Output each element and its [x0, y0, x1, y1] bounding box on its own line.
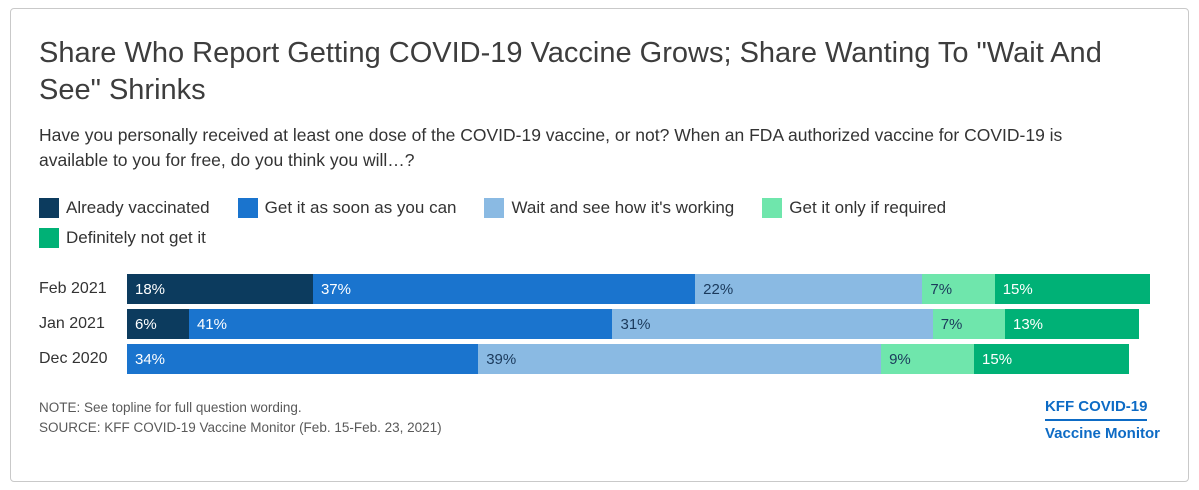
kff-logo-line1: KFF COVID-19 — [1044, 398, 1148, 422]
bar-value-label: 7% — [930, 280, 953, 298]
legend-swatch — [762, 198, 783, 219]
bar-value-label: 15% — [1002, 280, 1033, 298]
bar-row: Dec 2020 34% 39% 9% 15% — [39, 344, 1160, 375]
notes-block: NOTE: See topline for full question word… — [39, 398, 442, 437]
bar-value-label: 34% — [135, 350, 166, 368]
bar-segment: 37% — [312, 274, 696, 305]
legend-item: Definitely not get it — [39, 228, 206, 249]
bar-value-label: 13% — [1013, 315, 1044, 333]
bar-value-label: 7% — [940, 315, 963, 333]
chart-subtitle: Have you personally received at least on… — [39, 125, 1063, 170]
bar-segment: 22% — [695, 274, 923, 305]
source-text: SOURCE: KFF COVID-19 Vaccine Monitor (Fe… — [39, 419, 442, 435]
bar-track: 6% 41% 31% 7% 13% — [127, 309, 1160, 340]
bar-segment: 13% — [1005, 309, 1140, 340]
kff-logo-line2: Vaccine Monitor — [1044, 425, 1160, 443]
legend-label: Already vaccinated — [66, 198, 210, 218]
bar-segment: 7% — [932, 309, 1005, 340]
bar-value-label: 15% — [982, 350, 1013, 368]
kff-logo: KFF COVID-19 Vaccine Monitor — [1044, 398, 1160, 443]
bar-segment: 6% — [127, 309, 189, 340]
legend-item: Get it as soon as you can — [237, 198, 457, 219]
bar-segment: 7% — [922, 274, 995, 305]
legend-swatch — [484, 198, 505, 219]
legend-swatch — [39, 198, 59, 219]
legend-label: Get it only if required — [789, 198, 947, 218]
note-text: NOTE: See topline for full question word… — [39, 400, 302, 416]
legend-label: Wait and see how it's working — [511, 198, 735, 218]
bar-row: Jan 2021 6% 41% 31% 7% 13% — [39, 309, 1160, 340]
chart-card: Share Who Report Getting COVID-19 Vaccin… — [10, 8, 1189, 482]
legend: Already vaccinated Get it as soon as you … — [39, 198, 1129, 249]
bar-segment: 15% — [974, 344, 1129, 375]
bar-segment: 41% — [188, 309, 613, 340]
bar-value-label: 6% — [135, 315, 157, 333]
bar-value-label: 9% — [889, 350, 911, 368]
bar-row: Feb 2021 18% 37% 22% 7% 15% — [39, 274, 1160, 305]
legend-item: Already vaccinated — [39, 198, 210, 219]
bar-value-label: 22% — [703, 280, 734, 298]
legend-swatch — [39, 228, 59, 249]
legend-label: Get it as soon as you can — [264, 198, 457, 218]
bar-segment: 34% — [127, 344, 479, 375]
bar-value-label: 18% — [135, 280, 166, 298]
row-label: Feb 2021 — [39, 280, 107, 298]
row-label: Jan 2021 — [39, 315, 105, 333]
chart-title: Share Who Report Getting COVID-19 Vaccin… — [39, 37, 1102, 107]
bar-segment: 31% — [612, 309, 933, 340]
legend-swatch — [237, 198, 258, 219]
chart-footer: NOTE: See topline for full question word… — [39, 398, 1160, 442]
bar-value-label: 41% — [196, 315, 227, 333]
bar-segment: 18% — [127, 274, 313, 305]
row-label: Dec 2020 — [39, 350, 108, 368]
bar-segment: 15% — [994, 274, 1150, 305]
bar-segment: 9% — [881, 344, 975, 375]
legend-item: Get it only if required — [762, 198, 947, 219]
bar-value-label: 39% — [486, 350, 517, 368]
bar-track: 18% 37% 22% 7% 15% — [127, 274, 1160, 305]
bar-segment: 39% — [478, 344, 882, 375]
legend-label: Definitely not get it — [66, 228, 206, 248]
bar-value-label: 31% — [620, 315, 651, 333]
bar-value-label: 37% — [320, 280, 351, 298]
legend-item: Wait and see how it's working — [484, 198, 735, 219]
bar-rows: Feb 2021 18% 37% 22% 7% 15% Jan 2021 6% 41% 31% 7%… — [39, 274, 1160, 375]
bar-track: 34% 39% 9% 15% — [127, 344, 1160, 375]
